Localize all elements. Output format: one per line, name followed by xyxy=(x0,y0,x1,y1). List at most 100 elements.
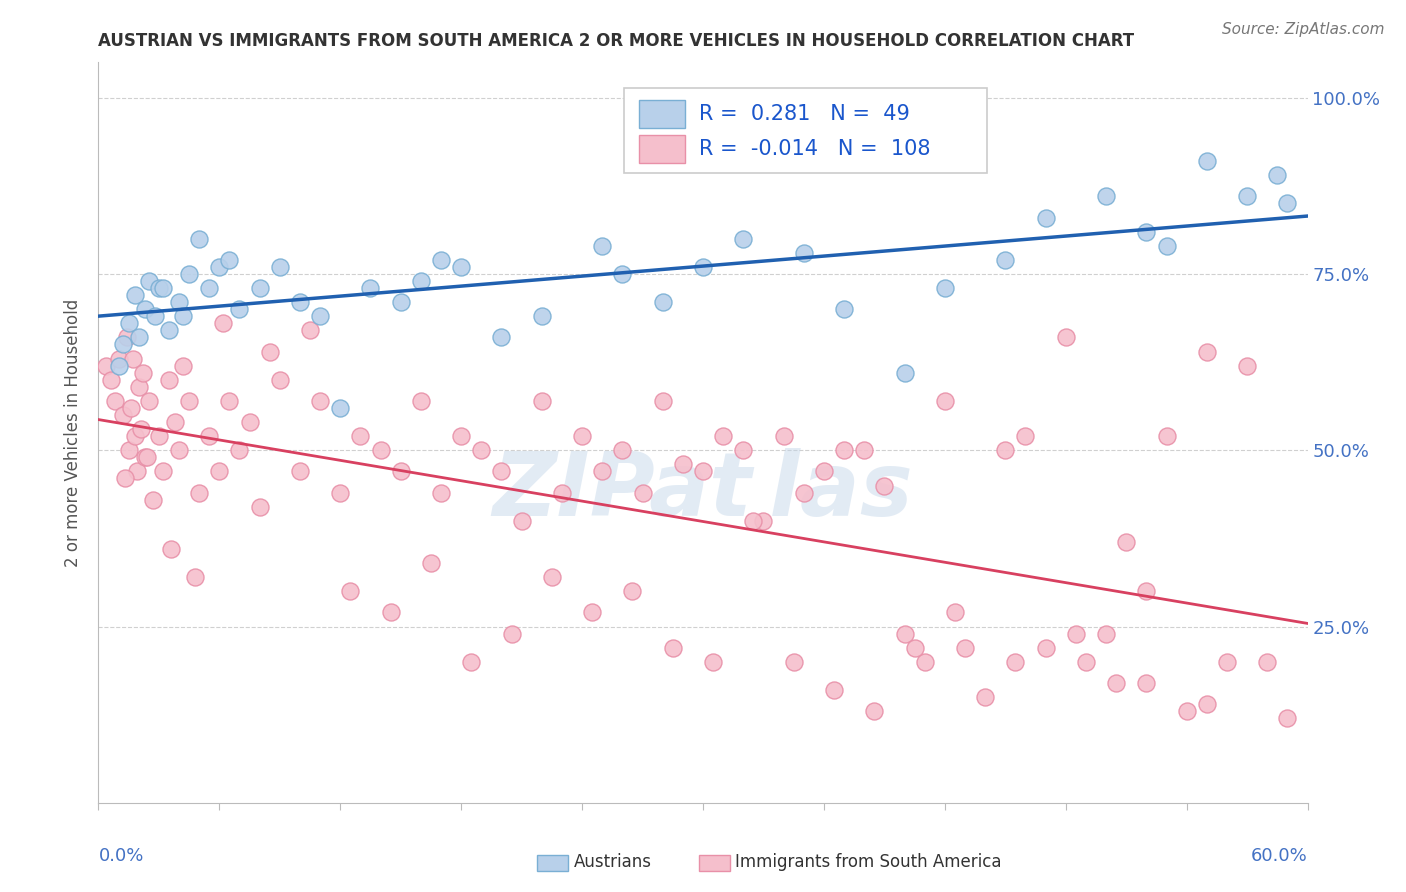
Point xyxy=(430,485,453,500)
Point xyxy=(309,310,332,324)
Point xyxy=(269,260,291,274)
Point xyxy=(1054,330,1077,344)
Text: 0.0%: 0.0% xyxy=(98,847,143,865)
Point xyxy=(651,393,673,408)
Point xyxy=(1105,676,1128,690)
Point xyxy=(107,359,129,373)
Point xyxy=(163,415,186,429)
Point xyxy=(1135,584,1157,599)
Point xyxy=(702,655,724,669)
Point xyxy=(208,464,231,478)
Point xyxy=(420,556,443,570)
Point xyxy=(1095,189,1118,203)
Point xyxy=(380,606,402,620)
Point xyxy=(124,429,146,443)
Point xyxy=(994,252,1017,267)
FancyBboxPatch shape xyxy=(624,88,987,173)
Point xyxy=(783,655,806,669)
Point xyxy=(167,443,190,458)
Point xyxy=(1236,189,1258,203)
Point xyxy=(198,281,221,295)
Point xyxy=(742,514,765,528)
Point xyxy=(349,429,371,443)
Point xyxy=(148,281,170,295)
Point xyxy=(752,514,775,528)
Point xyxy=(1195,344,1218,359)
Point xyxy=(510,514,533,528)
Point xyxy=(651,295,673,310)
Point xyxy=(198,429,221,443)
Text: ZIPat las: ZIPat las xyxy=(492,449,914,535)
Point xyxy=(813,464,835,478)
Point xyxy=(530,393,553,408)
Point xyxy=(612,267,634,281)
Point xyxy=(135,450,157,465)
Point xyxy=(167,295,190,310)
Point xyxy=(621,584,644,599)
Point xyxy=(733,443,755,458)
Point xyxy=(138,274,160,288)
Point xyxy=(1256,655,1278,669)
Point xyxy=(179,267,201,281)
Point xyxy=(142,492,165,507)
Point xyxy=(120,401,142,415)
Point xyxy=(370,443,392,458)
Point xyxy=(208,260,231,274)
Point xyxy=(111,337,134,351)
Point xyxy=(1115,535,1137,549)
Point xyxy=(288,295,311,310)
Point xyxy=(121,351,143,366)
Point xyxy=(118,316,141,330)
Point xyxy=(96,359,118,373)
Point xyxy=(832,302,855,317)
Point xyxy=(329,401,352,415)
Point xyxy=(661,640,683,655)
Point xyxy=(157,323,180,337)
Point xyxy=(1156,429,1178,443)
Y-axis label: 2 or more Vehicles in Household: 2 or more Vehicles in Household xyxy=(65,299,83,566)
Point xyxy=(329,485,352,500)
Point xyxy=(904,640,927,655)
Point xyxy=(1156,239,1178,253)
Point xyxy=(389,295,412,310)
Point xyxy=(134,450,156,465)
Point xyxy=(934,281,956,295)
Point xyxy=(1035,211,1057,225)
Point xyxy=(1014,429,1036,443)
Point xyxy=(239,415,262,429)
Point xyxy=(134,302,156,317)
Point xyxy=(1175,704,1198,718)
Point xyxy=(733,232,755,246)
Point xyxy=(172,310,194,324)
Point xyxy=(953,640,976,655)
Point xyxy=(228,443,250,458)
Point xyxy=(148,429,170,443)
Point xyxy=(160,541,183,556)
Point xyxy=(125,464,148,478)
Point xyxy=(1135,676,1157,690)
Point xyxy=(460,655,482,669)
Point xyxy=(1195,154,1218,169)
Point xyxy=(430,252,453,267)
Point xyxy=(873,478,896,492)
Point xyxy=(115,330,138,344)
Point xyxy=(692,260,714,274)
Point xyxy=(1064,626,1087,640)
Point xyxy=(228,302,250,317)
Point xyxy=(1095,626,1118,640)
Point xyxy=(1074,655,1097,669)
Point xyxy=(138,393,160,408)
Point xyxy=(491,464,513,478)
Point xyxy=(259,344,281,359)
Point xyxy=(143,310,166,324)
Point xyxy=(540,570,562,584)
Text: 60.0%: 60.0% xyxy=(1251,847,1308,865)
Point xyxy=(409,274,432,288)
Point xyxy=(299,323,322,337)
Point xyxy=(893,366,915,380)
Point xyxy=(450,429,472,443)
Point xyxy=(360,281,382,295)
Point xyxy=(114,471,136,485)
Point xyxy=(212,316,235,330)
Point xyxy=(501,626,523,640)
